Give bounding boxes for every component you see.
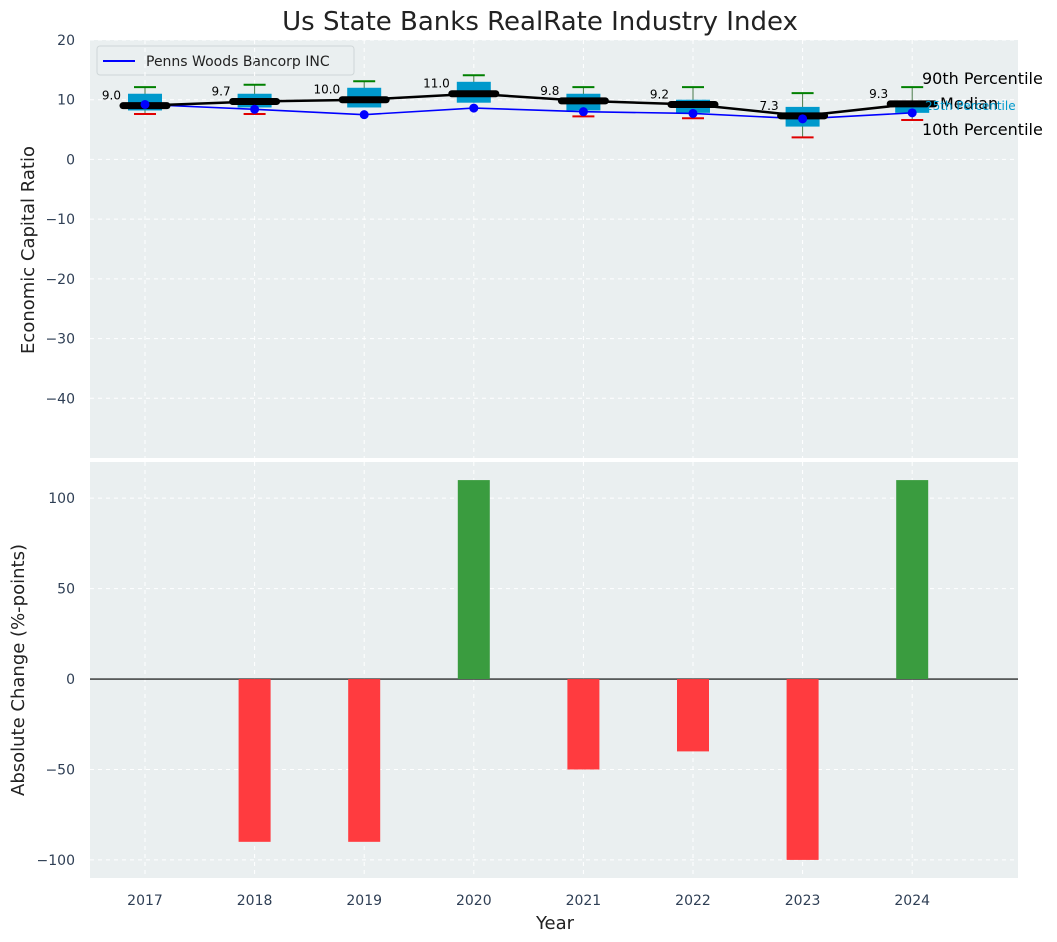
annotation-median: Median bbox=[940, 94, 998, 113]
bar-negative bbox=[348, 679, 381, 842]
median-value-label: 9.0 bbox=[102, 89, 121, 103]
company-point bbox=[359, 110, 369, 120]
annotation-10th-percentile: 10th Percentile bbox=[922, 120, 1043, 139]
top-y-axis-title: Economic Capital Ratio bbox=[18, 146, 39, 354]
bottom-plot-area bbox=[90, 462, 1018, 878]
bottom-y-tick-label: 100 bbox=[48, 491, 75, 507]
x-tick-label: 2017 bbox=[127, 893, 163, 909]
top-y-tick-label: −30 bbox=[45, 332, 75, 348]
median-value-label: 11.0 bbox=[423, 77, 450, 91]
top-y-tick-label: 20 bbox=[57, 33, 75, 49]
median-value-label: 9.3 bbox=[869, 87, 888, 101]
legend-frame bbox=[96, 45, 355, 76]
x-tick-label: 2023 bbox=[785, 893, 821, 909]
bottom-y-tick-label: 50 bbox=[57, 582, 75, 598]
median-value-label: 9.8 bbox=[540, 84, 559, 98]
bottom-y-tick-label: −50 bbox=[45, 762, 75, 778]
company-point bbox=[250, 104, 260, 114]
x-tick-label: 2022 bbox=[675, 893, 711, 909]
company-point bbox=[469, 103, 479, 113]
median-value-label: 7.3 bbox=[760, 99, 779, 113]
legend-label: Penns Woods Bancorp INC bbox=[146, 54, 330, 70]
median-value-label: 9.7 bbox=[212, 85, 231, 99]
company-point bbox=[140, 99, 150, 109]
company-point bbox=[688, 108, 698, 118]
legend: Penns Woods Bancorp INC bbox=[96, 45, 355, 76]
bottom-y-tick-label: −100 bbox=[37, 853, 75, 869]
company-point bbox=[907, 108, 917, 118]
median-value-label: 10.0 bbox=[313, 83, 340, 97]
bar-negative bbox=[238, 679, 271, 842]
bar-positive bbox=[896, 480, 929, 680]
top-y-tick-label: −10 bbox=[45, 212, 75, 228]
x-tick-label: 2018 bbox=[237, 893, 273, 909]
company-point bbox=[798, 114, 808, 124]
top-y-tick-label: 0 bbox=[66, 152, 75, 168]
annotation-25th-percentile: 25th Percentile bbox=[925, 99, 1016, 113]
bottom-y-axis-title: Absolute Change (%-points) bbox=[8, 544, 29, 796]
top-y-tick-label: −40 bbox=[45, 391, 75, 407]
x-tick-label: 2020 bbox=[456, 893, 492, 909]
bar-negative bbox=[677, 679, 709, 752]
company-point bbox=[578, 107, 588, 117]
x-axis-title: Year bbox=[535, 913, 575, 934]
bar-negative bbox=[786, 679, 819, 860]
bar-positive bbox=[457, 480, 490, 680]
chart-title: Us State Banks RealRate Industry Index bbox=[282, 7, 798, 37]
annotation-90th-percentile: 90th Percentile bbox=[922, 69, 1043, 88]
bar-negative bbox=[567, 679, 600, 770]
median-value-label: 9.2 bbox=[650, 87, 669, 101]
x-tick-label: 2024 bbox=[894, 893, 930, 909]
top-y-tick-label: −20 bbox=[45, 272, 75, 288]
box-iqr bbox=[895, 102, 930, 113]
bottom-y-tick-label: 0 bbox=[66, 672, 75, 688]
top-y-tick-label: 10 bbox=[57, 93, 75, 109]
x-tick-label: 2019 bbox=[346, 893, 382, 909]
x-tick-label: 2021 bbox=[566, 893, 602, 909]
